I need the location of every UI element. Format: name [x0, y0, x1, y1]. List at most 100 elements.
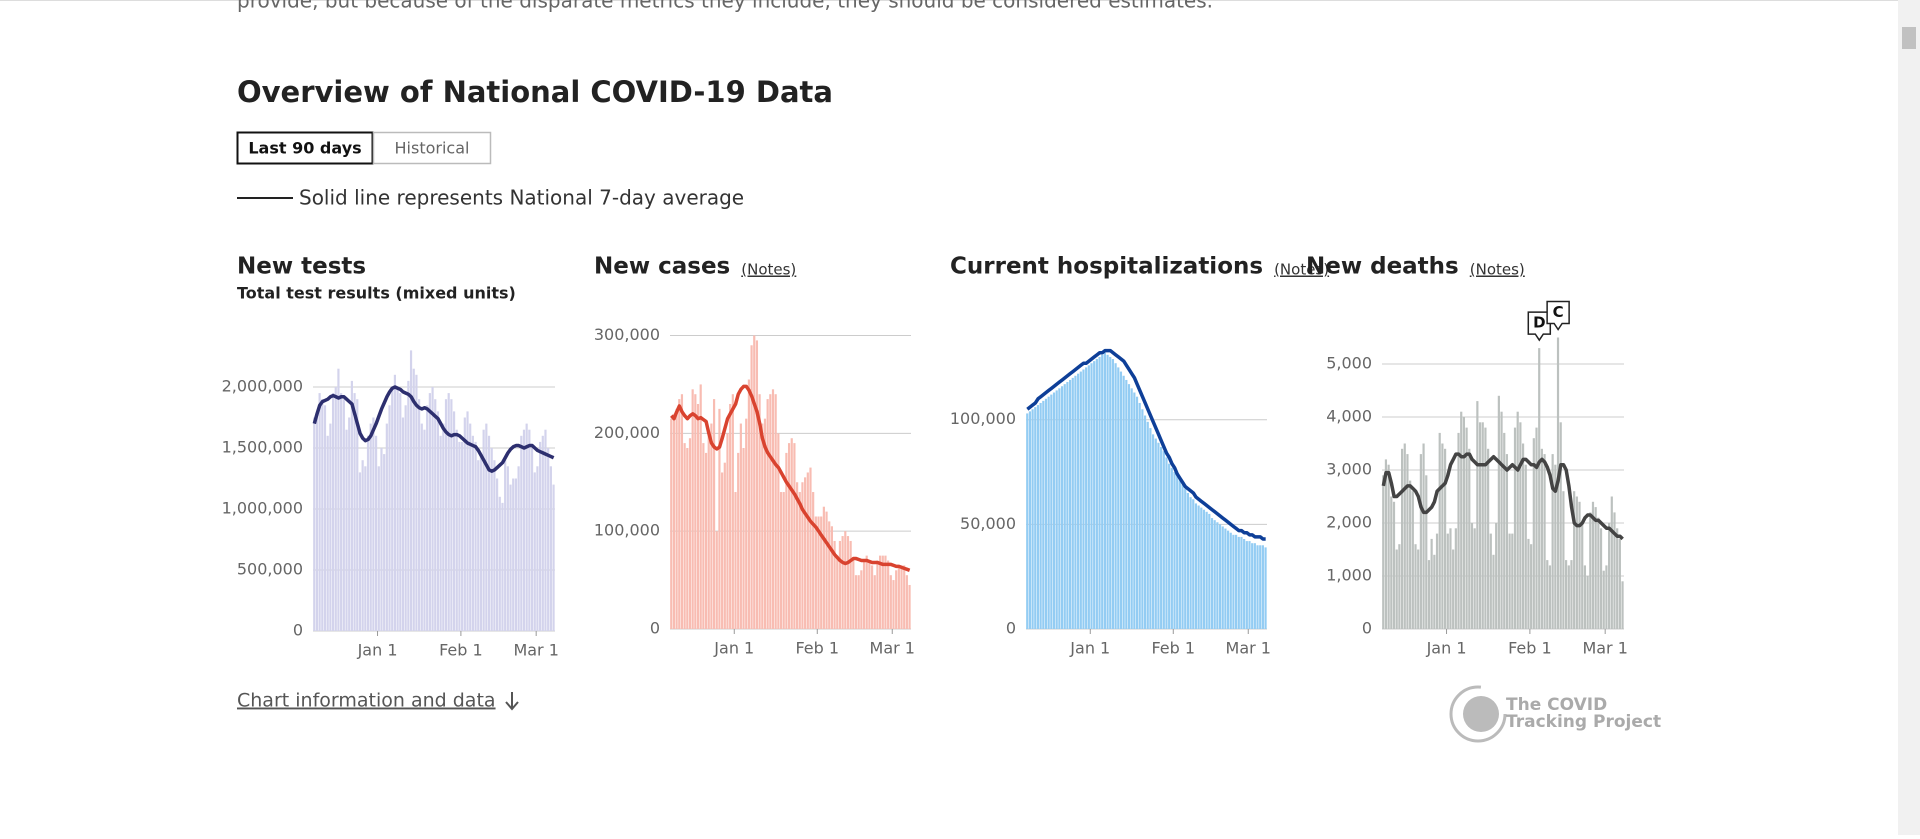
bar	[525, 423, 528, 631]
bar	[796, 482, 799, 629]
bar	[1621, 581, 1624, 629]
bar	[1433, 554, 1436, 629]
notes-link[interactable]: (Notes)	[741, 261, 796, 279]
bar	[1213, 520, 1216, 629]
bar	[1050, 394, 1053, 629]
bar	[900, 565, 903, 629]
bar	[479, 454, 483, 631]
bar	[536, 466, 539, 631]
y-tick-label: 500,000	[237, 560, 303, 579]
bar	[1613, 512, 1616, 629]
bar	[426, 405, 429, 631]
bar	[1162, 451, 1165, 629]
footer-link[interactable]: Chart information and data	[237, 690, 496, 712]
bar	[1511, 533, 1514, 629]
bar	[385, 423, 388, 631]
bar	[391, 387, 394, 631]
bar	[779, 492, 783, 629]
bar	[539, 441, 542, 631]
bar	[348, 417, 351, 631]
bar	[409, 350, 413, 631]
button[interactable]: Historical	[395, 139, 470, 158]
bar	[1387, 464, 1390, 629]
bar	[1256, 545, 1259, 629]
logo-text: The COVID	[1506, 695, 1607, 715]
bar	[699, 384, 702, 629]
bar	[514, 478, 518, 631]
bar	[1047, 396, 1050, 629]
bar	[1516, 411, 1519, 629]
bar	[1082, 369, 1085, 629]
bar	[493, 460, 496, 631]
average-line	[1381, 452, 1624, 541]
notes-link[interactable]: (Notes)	[1274, 261, 1329, 279]
y-tick-label: 100,000	[950, 409, 1016, 428]
button-frame[interactable]	[372, 131, 492, 165]
bar	[323, 405, 327, 631]
flag-shape	[1546, 300, 1570, 331]
bar	[541, 435, 544, 631]
bar	[504, 460, 507, 631]
bar	[812, 492, 815, 629]
bar	[892, 580, 895, 629]
bar	[471, 435, 474, 631]
bar	[833, 540, 836, 629]
bar	[1618, 538, 1621, 629]
bar	[1400, 448, 1404, 629]
bar	[1135, 396, 1139, 629]
bar	[1055, 390, 1058, 629]
bar	[1597, 517, 1600, 629]
bar	[487, 435, 491, 631]
scroll-thumb[interactable]	[1902, 27, 1916, 49]
bar	[334, 387, 337, 631]
bar	[1473, 528, 1476, 629]
bar	[1478, 422, 1482, 629]
bar	[1535, 427, 1538, 629]
bar	[517, 466, 520, 631]
bar	[1133, 392, 1136, 629]
bar	[439, 435, 442, 631]
bar	[731, 394, 734, 629]
bar	[1605, 565, 1608, 629]
bar	[1599, 528, 1603, 629]
button-frame[interactable]	[236, 131, 374, 165]
y-tick-label: 3,000	[1326, 460, 1372, 479]
bar	[1240, 536, 1243, 629]
bar	[1229, 532, 1232, 629]
bar	[1194, 503, 1198, 629]
bar	[1216, 522, 1219, 629]
bar	[544, 429, 547, 631]
bar	[1101, 354, 1104, 629]
bar	[321, 399, 324, 631]
bar	[804, 477, 807, 629]
bar	[782, 492, 785, 629]
button[interactable]: Last 90 days	[248, 139, 361, 158]
x-tick-label: Jan 1	[713, 639, 754, 658]
bar	[1548, 565, 1552, 629]
bar	[1026, 413, 1029, 629]
bar	[1540, 448, 1543, 629]
bar	[1422, 443, 1425, 629]
bar	[1210, 518, 1214, 629]
bar	[326, 435, 329, 631]
notes-link[interactable]: (Notes)	[1470, 261, 1525, 279]
bar	[477, 460, 480, 631]
bar	[1446, 533, 1449, 629]
scrollbar[interactable]	[1898, 0, 1920, 835]
x-tick-label: Mar 1	[1582, 639, 1627, 658]
y-tick-label: 100,000	[594, 521, 660, 540]
bar	[1251, 543, 1254, 629]
bar	[1430, 538, 1433, 629]
bar	[1028, 411, 1032, 629]
bar	[758, 394, 761, 629]
bar	[498, 496, 501, 631]
bar	[1543, 454, 1546, 629]
bar	[458, 441, 461, 631]
bar	[785, 452, 788, 629]
bar	[452, 411, 456, 631]
bar	[374, 435, 378, 631]
bar	[721, 472, 724, 629]
bar	[1454, 528, 1457, 629]
bar	[1138, 402, 1141, 629]
